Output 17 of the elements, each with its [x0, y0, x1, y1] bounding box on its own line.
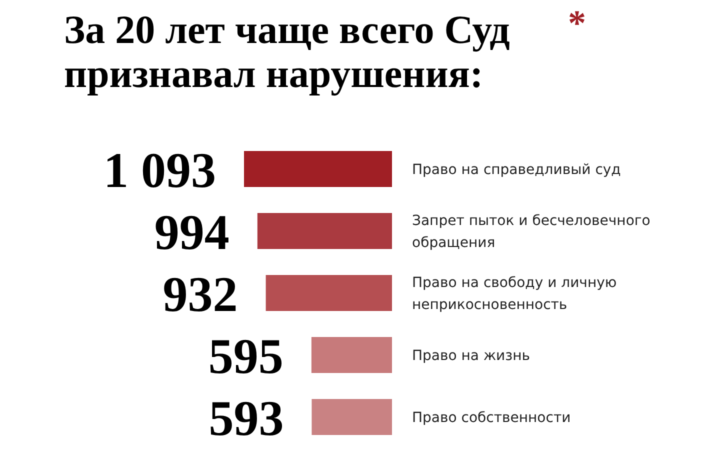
y-tick-label: Запрет пыток и бесчеловечного обращения	[412, 212, 650, 251]
bar	[312, 399, 392, 435]
bar	[257, 213, 392, 249]
bar	[266, 275, 392, 311]
data-label: 595	[208, 328, 284, 384]
bar	[244, 151, 392, 187]
data-label: 932	[162, 266, 238, 322]
chart-title: За 20 лет чаще всего Суд признавал нарушения:	[64, 7, 510, 96]
data-label: 593	[208, 390, 284, 446]
y-tick-label: Право на жизнь	[412, 348, 530, 364]
bar	[311, 337, 392, 373]
y-tick-label: Право на справедливый суд	[412, 162, 621, 178]
text: *	[568, 2, 586, 44]
data-label: 994	[154, 204, 230, 260]
data-label: 1 093	[104, 142, 216, 198]
y-tick-label: Право на свободу и личную неприкосновенность	[412, 274, 617, 313]
y-tick-label: Право собственности	[412, 410, 571, 426]
